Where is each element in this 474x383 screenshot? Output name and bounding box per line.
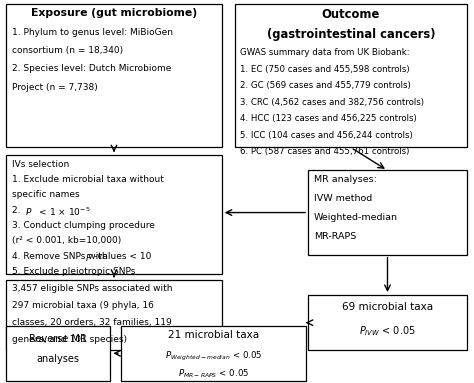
Text: 5. Exclude pleiotropic SNPs: 5. Exclude pleiotropic SNPs bbox=[12, 267, 135, 276]
Text: 3,457 eligible SNPs associated with: 3,457 eligible SNPs associated with bbox=[12, 284, 173, 293]
Text: 2. Species level: Dutch Microbiome: 2. Species level: Dutch Microbiome bbox=[12, 64, 171, 73]
Text: MR-RAPS: MR-RAPS bbox=[314, 232, 356, 241]
Text: 2. GC (569 cases and 455,779 controls): 2. GC (569 cases and 455,779 controls) bbox=[240, 81, 411, 90]
Text: $P_{MR-RAPS}$ < 0.05: $P_{MR-RAPS}$ < 0.05 bbox=[178, 367, 249, 380]
Text: 5. ICC (104 cases and 456,244 controls): 5. ICC (104 cases and 456,244 controls) bbox=[240, 131, 413, 139]
Text: IVW method: IVW method bbox=[314, 194, 372, 203]
Text: classes, 20 orders, 32 families, 119: classes, 20 orders, 32 families, 119 bbox=[12, 318, 172, 327]
Text: Outcome: Outcome bbox=[322, 8, 380, 21]
Text: (gastrointestinal cancers): (gastrointestinal cancers) bbox=[266, 28, 435, 41]
Bar bbox=[6, 4, 222, 147]
Text: Reverse MR: Reverse MR bbox=[29, 334, 87, 344]
Text: 1. EC (750 cases and 455,598 controls): 1. EC (750 cases and 455,598 controls) bbox=[240, 65, 410, 74]
Text: IVs selection: IVs selection bbox=[12, 160, 69, 169]
Text: $F$: $F$ bbox=[85, 252, 92, 263]
Text: 6. PC (587 cases and 455,761 controls): 6. PC (587 cases and 455,761 controls) bbox=[240, 147, 410, 156]
Text: -values < 10: -values < 10 bbox=[94, 252, 151, 260]
Text: 3. Conduct clumping procedure: 3. Conduct clumping procedure bbox=[12, 221, 155, 230]
Text: < 1 × 10$^{-5}$: < 1 × 10$^{-5}$ bbox=[36, 206, 91, 218]
Bar bbox=[121, 326, 306, 381]
Text: Project (n = 7,738): Project (n = 7,738) bbox=[12, 83, 98, 92]
Text: 4. HCC (123 cases and 456,225 controls): 4. HCC (123 cases and 456,225 controls) bbox=[240, 114, 417, 123]
Text: genera, and 101 species): genera, and 101 species) bbox=[12, 335, 127, 344]
Text: analyses: analyses bbox=[37, 354, 80, 364]
Text: GWAS summary data from UK Biobank:: GWAS summary data from UK Biobank: bbox=[240, 48, 410, 57]
Text: 2.: 2. bbox=[12, 206, 23, 214]
Bar bbox=[6, 280, 222, 350]
Text: 1. Phylum to genus level: MiBioGen: 1. Phylum to genus level: MiBioGen bbox=[12, 28, 173, 36]
Text: Weighted-median: Weighted-median bbox=[314, 213, 398, 222]
Text: consortium (n = 18,340): consortium (n = 18,340) bbox=[12, 46, 123, 55]
Text: specific names: specific names bbox=[12, 190, 80, 199]
Bar bbox=[308, 170, 467, 255]
Bar bbox=[308, 295, 467, 350]
Text: 4. Remove SNPs with: 4. Remove SNPs with bbox=[12, 252, 110, 260]
Text: 21 microbial taxa: 21 microbial taxa bbox=[168, 330, 259, 340]
Text: MR analyses:: MR analyses: bbox=[314, 175, 377, 184]
Text: $P_{IVW}$ < 0.05: $P_{IVW}$ < 0.05 bbox=[359, 324, 416, 338]
Text: Exposure (gut microbiome): Exposure (gut microbiome) bbox=[31, 8, 197, 18]
Text: $P_{Weighted-median}$ < 0.05: $P_{Weighted-median}$ < 0.05 bbox=[164, 350, 262, 363]
Text: 69 microbial taxa: 69 microbial taxa bbox=[342, 302, 433, 312]
Text: 297 microbial taxa (9 phyla, 16: 297 microbial taxa (9 phyla, 16 bbox=[12, 301, 154, 310]
Bar bbox=[6, 155, 222, 274]
Text: (r² < 0.001, kb=10,000): (r² < 0.001, kb=10,000) bbox=[12, 236, 121, 245]
Text: 1. Exclude microbial taxa without: 1. Exclude microbial taxa without bbox=[12, 175, 164, 184]
Bar bbox=[235, 4, 467, 147]
Text: 3. CRC (4,562 cases and 382,756 controls): 3. CRC (4,562 cases and 382,756 controls… bbox=[240, 98, 424, 106]
Text: $P$: $P$ bbox=[25, 206, 33, 217]
Bar bbox=[6, 326, 110, 381]
